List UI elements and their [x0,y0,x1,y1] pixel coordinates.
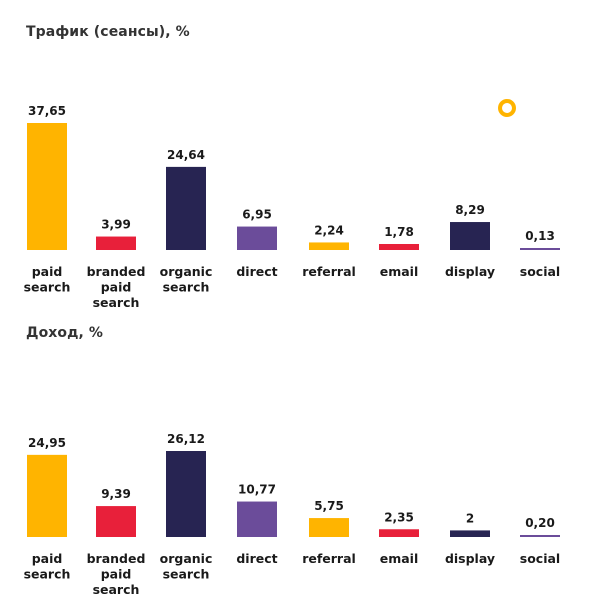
category-label-2-1: search [163,280,210,295]
value-label-4: 2,24 [314,223,344,237]
category-label-4-0: referral [302,551,356,566]
chart-title-revenue: Доход, % [26,325,104,341]
bar-1 [96,506,136,537]
category-label-1-0: branded [87,264,146,279]
value-label-3: 6,95 [242,208,272,222]
value-label-1: 9,39 [101,487,131,501]
bar-0 [27,454,67,537]
value-label-6: 2 [466,511,474,525]
category-label-7-0: social [520,264,560,279]
value-label-7: 0,20 [525,516,555,530]
value-label-4: 5,75 [314,499,344,513]
category-label-7-0: social [520,551,560,566]
category-label-1-2: search [93,582,140,597]
category-label-5-0: email [380,551,419,566]
category-label-0-0: paid [32,551,63,566]
category-label-4-0: referral [302,264,356,279]
bar-6 [450,222,490,250]
category-label-2-0: organic [160,551,213,566]
value-label-0: 24,95 [28,436,66,450]
category-label-3-0: direct [236,264,277,279]
value-label-2: 24,64 [167,148,205,162]
category-label-0-0: paid [32,264,63,279]
category-label-1-0: branded [87,551,146,566]
category-label-6-0: display [445,551,495,566]
category-label-0-1: search [24,567,71,582]
ring-decoration-icon [498,99,516,117]
bar-3 [237,501,277,537]
chart-title-traffic: Трафик (сеансы), % [26,24,190,40]
value-label-0: 37,65 [28,104,66,118]
category-label-1-1: paid [101,567,132,582]
bar-1 [96,236,136,250]
revenue-bar-chart: 24,95paidsearch9,39brandedpaidsearch26,1… [24,432,561,597]
value-label-5: 1,78 [384,225,414,239]
bar-4 [309,518,349,537]
bar-7 [520,535,560,537]
category-label-5-0: email [380,264,419,279]
bar-7 [520,248,560,250]
bar-0 [27,123,67,250]
category-label-2-0: organic [160,264,213,279]
bar-2 [166,166,206,250]
category-label-2-1: search [163,567,210,582]
bar-2 [166,451,206,537]
category-label-1-2: search [93,295,140,310]
category-label-1-1: paid [101,280,132,295]
bar-5 [379,243,419,250]
category-label-3-0: direct [236,551,277,566]
bar-6 [450,530,490,537]
value-label-7: 0,13 [525,229,555,243]
value-label-3: 10,77 [238,483,276,497]
value-label-2: 26,12 [167,432,205,446]
traffic-bar-chart: 37,65paidsearch3,99brandedpaidsearch24,6… [24,104,561,310]
category-label-0-1: search [24,280,71,295]
value-label-6: 8,29 [455,203,485,217]
value-label-5: 2,35 [384,510,414,524]
bar-4 [309,242,349,250]
bar-3 [237,226,277,250]
bar-5 [379,529,419,537]
value-label-1: 3,99 [101,218,131,232]
category-label-6-0: display [445,264,495,279]
